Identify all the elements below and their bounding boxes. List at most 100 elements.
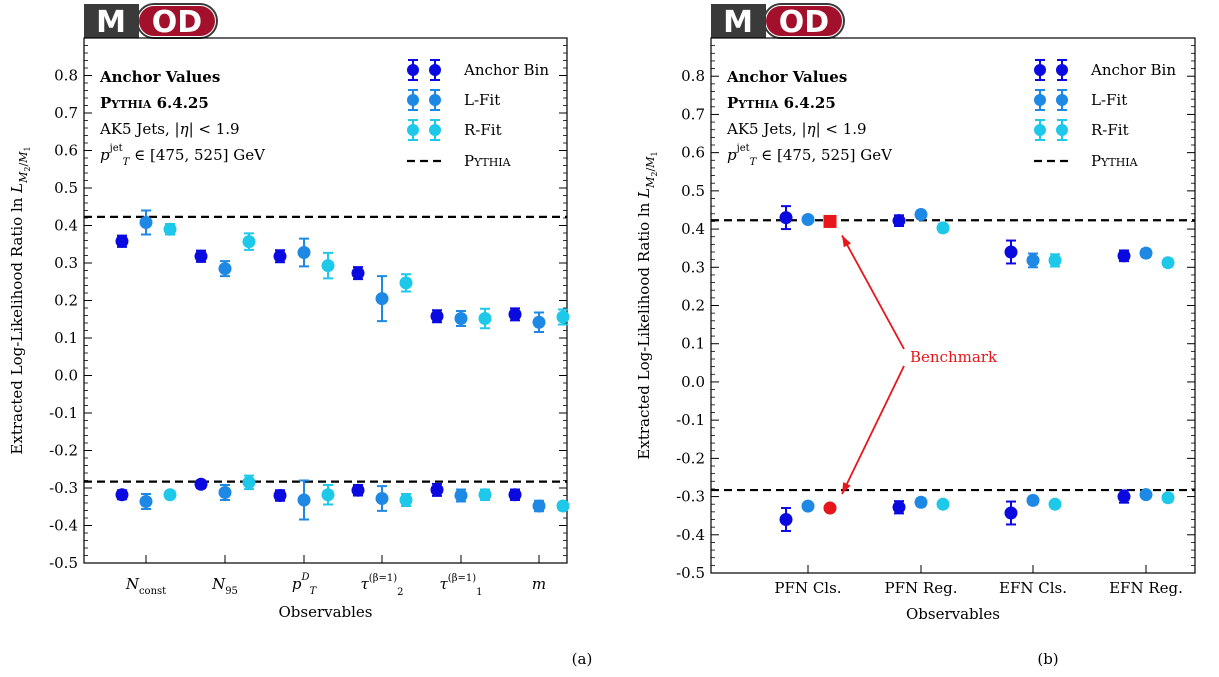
y-tick-label: 0.0 [681, 373, 705, 391]
marker [1048, 497, 1062, 511]
data-point [218, 260, 232, 278]
logo-od-block [766, 6, 842, 36]
data-point [194, 477, 208, 491]
marker [375, 292, 389, 306]
data-point [1004, 239, 1018, 265]
marker [1004, 245, 1018, 259]
data-point [115, 488, 129, 502]
legend-label-anchor: Anchor Bin [463, 61, 549, 79]
y-tick-label: 0.8 [54, 67, 78, 85]
data-point [556, 308, 570, 326]
marker [892, 214, 906, 228]
data-point [321, 484, 335, 506]
y-axis-label: Extracted Log-Likelihood Ratio ln LM2/M1 [8, 146, 32, 454]
chart-panel-b: M OD -0.5 -0.4 -0.3 -0.2 -0.1 0.0 0.1 0.2 0.3 0.4 0.… [635, 3, 1196, 668]
legend-marker [1034, 64, 1046, 76]
marker [1161, 491, 1175, 505]
marker [139, 495, 153, 508]
data-point [139, 209, 153, 236]
marker [273, 249, 287, 263]
benchmark-arrow-head [842, 482, 851, 495]
marker [1004, 506, 1018, 520]
data-point [532, 311, 546, 333]
data-point [1161, 256, 1175, 270]
marker [139, 216, 153, 229]
legend-label-rfit: R-Fit [464, 121, 502, 139]
marker [1117, 490, 1131, 504]
y-tick-label: -0.4 [676, 526, 705, 544]
marker [532, 315, 546, 329]
data-point [801, 213, 815, 227]
data-point [1048, 253, 1062, 268]
data-point [399, 493, 413, 507]
marker [801, 213, 815, 227]
y-tick-label: -0.1 [676, 411, 705, 429]
data-point [454, 310, 468, 327]
marker [321, 488, 335, 502]
y-tick-label: -0.1 [49, 404, 78, 422]
marker [892, 500, 906, 514]
marker [1026, 253, 1040, 267]
marker [478, 312, 492, 325]
data-point [556, 499, 570, 513]
marker [399, 276, 413, 290]
benchmark-label: Benchmark [910, 348, 998, 366]
data-point [892, 214, 906, 228]
y-tick-label: 0.4 [54, 217, 78, 235]
marker [914, 208, 928, 222]
y-tick-label: 0.5 [54, 179, 78, 197]
annotation-anchor-values: Anchor Values [99, 68, 220, 86]
data-point [297, 237, 311, 268]
marker [454, 312, 468, 325]
legend-label-anchor: Anchor Bin [1090, 61, 1176, 79]
logo-letter-m: M [723, 5, 753, 40]
marker [242, 235, 256, 249]
y-tick-label: 0.3 [54, 254, 78, 272]
data-point [914, 208, 928, 222]
logo-m-block [711, 4, 766, 38]
marker [194, 249, 208, 263]
annotation-jets: AK5 Jets, |η| < 1.9 [726, 120, 867, 138]
legend-marker [429, 64, 441, 76]
marker [430, 483, 444, 497]
data-point [351, 483, 365, 497]
data-point [478, 307, 492, 330]
marker [532, 499, 546, 513]
y-tick-label: 0.8 [681, 67, 705, 85]
x-tick-label: PFN Cls. [774, 579, 841, 597]
marker [556, 310, 570, 324]
y-tick-label: 0.5 [681, 182, 705, 200]
data-point [1161, 491, 1175, 505]
panel-caption: (b) [1037, 650, 1058, 668]
chart-panel-a: M OD -0.5 -0.4 -0.3 -0.2 -0.1 0.0 0.1 0.2 0.3 0.4 0.… [8, 3, 592, 668]
data-point [163, 488, 177, 502]
x-tick-label: EFN Cls. [999, 579, 1067, 597]
marker [430, 309, 444, 323]
legend-marker [429, 94, 441, 106]
marker [1161, 256, 1175, 270]
marker [297, 493, 311, 507]
data-point [478, 488, 492, 502]
legend-marker [1034, 94, 1046, 106]
data-point [1139, 246, 1153, 260]
marker [297, 246, 311, 259]
data-point [139, 493, 153, 510]
data-point [936, 497, 950, 511]
y-tick-label: -0.4 [49, 517, 78, 535]
y-tick-label: 0.1 [681, 335, 705, 353]
data-point [399, 273, 413, 293]
y-tick-label: 0.7 [54, 104, 78, 122]
x-tick-label: τ(β=1)1 [439, 573, 482, 598]
y-tick-label: -0.2 [676, 449, 705, 467]
x-tick-label: PFN Reg. [885, 579, 958, 597]
x-tick-label: τ(β=1)2 [360, 573, 403, 598]
marker [454, 489, 468, 502]
logo-m-block [84, 4, 139, 38]
marker [321, 259, 335, 273]
legend-marker [407, 124, 419, 136]
x-tick-label: pDT [292, 572, 318, 597]
data-point [1048, 497, 1062, 511]
logo-letters-od: OD [779, 5, 829, 40]
marker [163, 222, 177, 236]
